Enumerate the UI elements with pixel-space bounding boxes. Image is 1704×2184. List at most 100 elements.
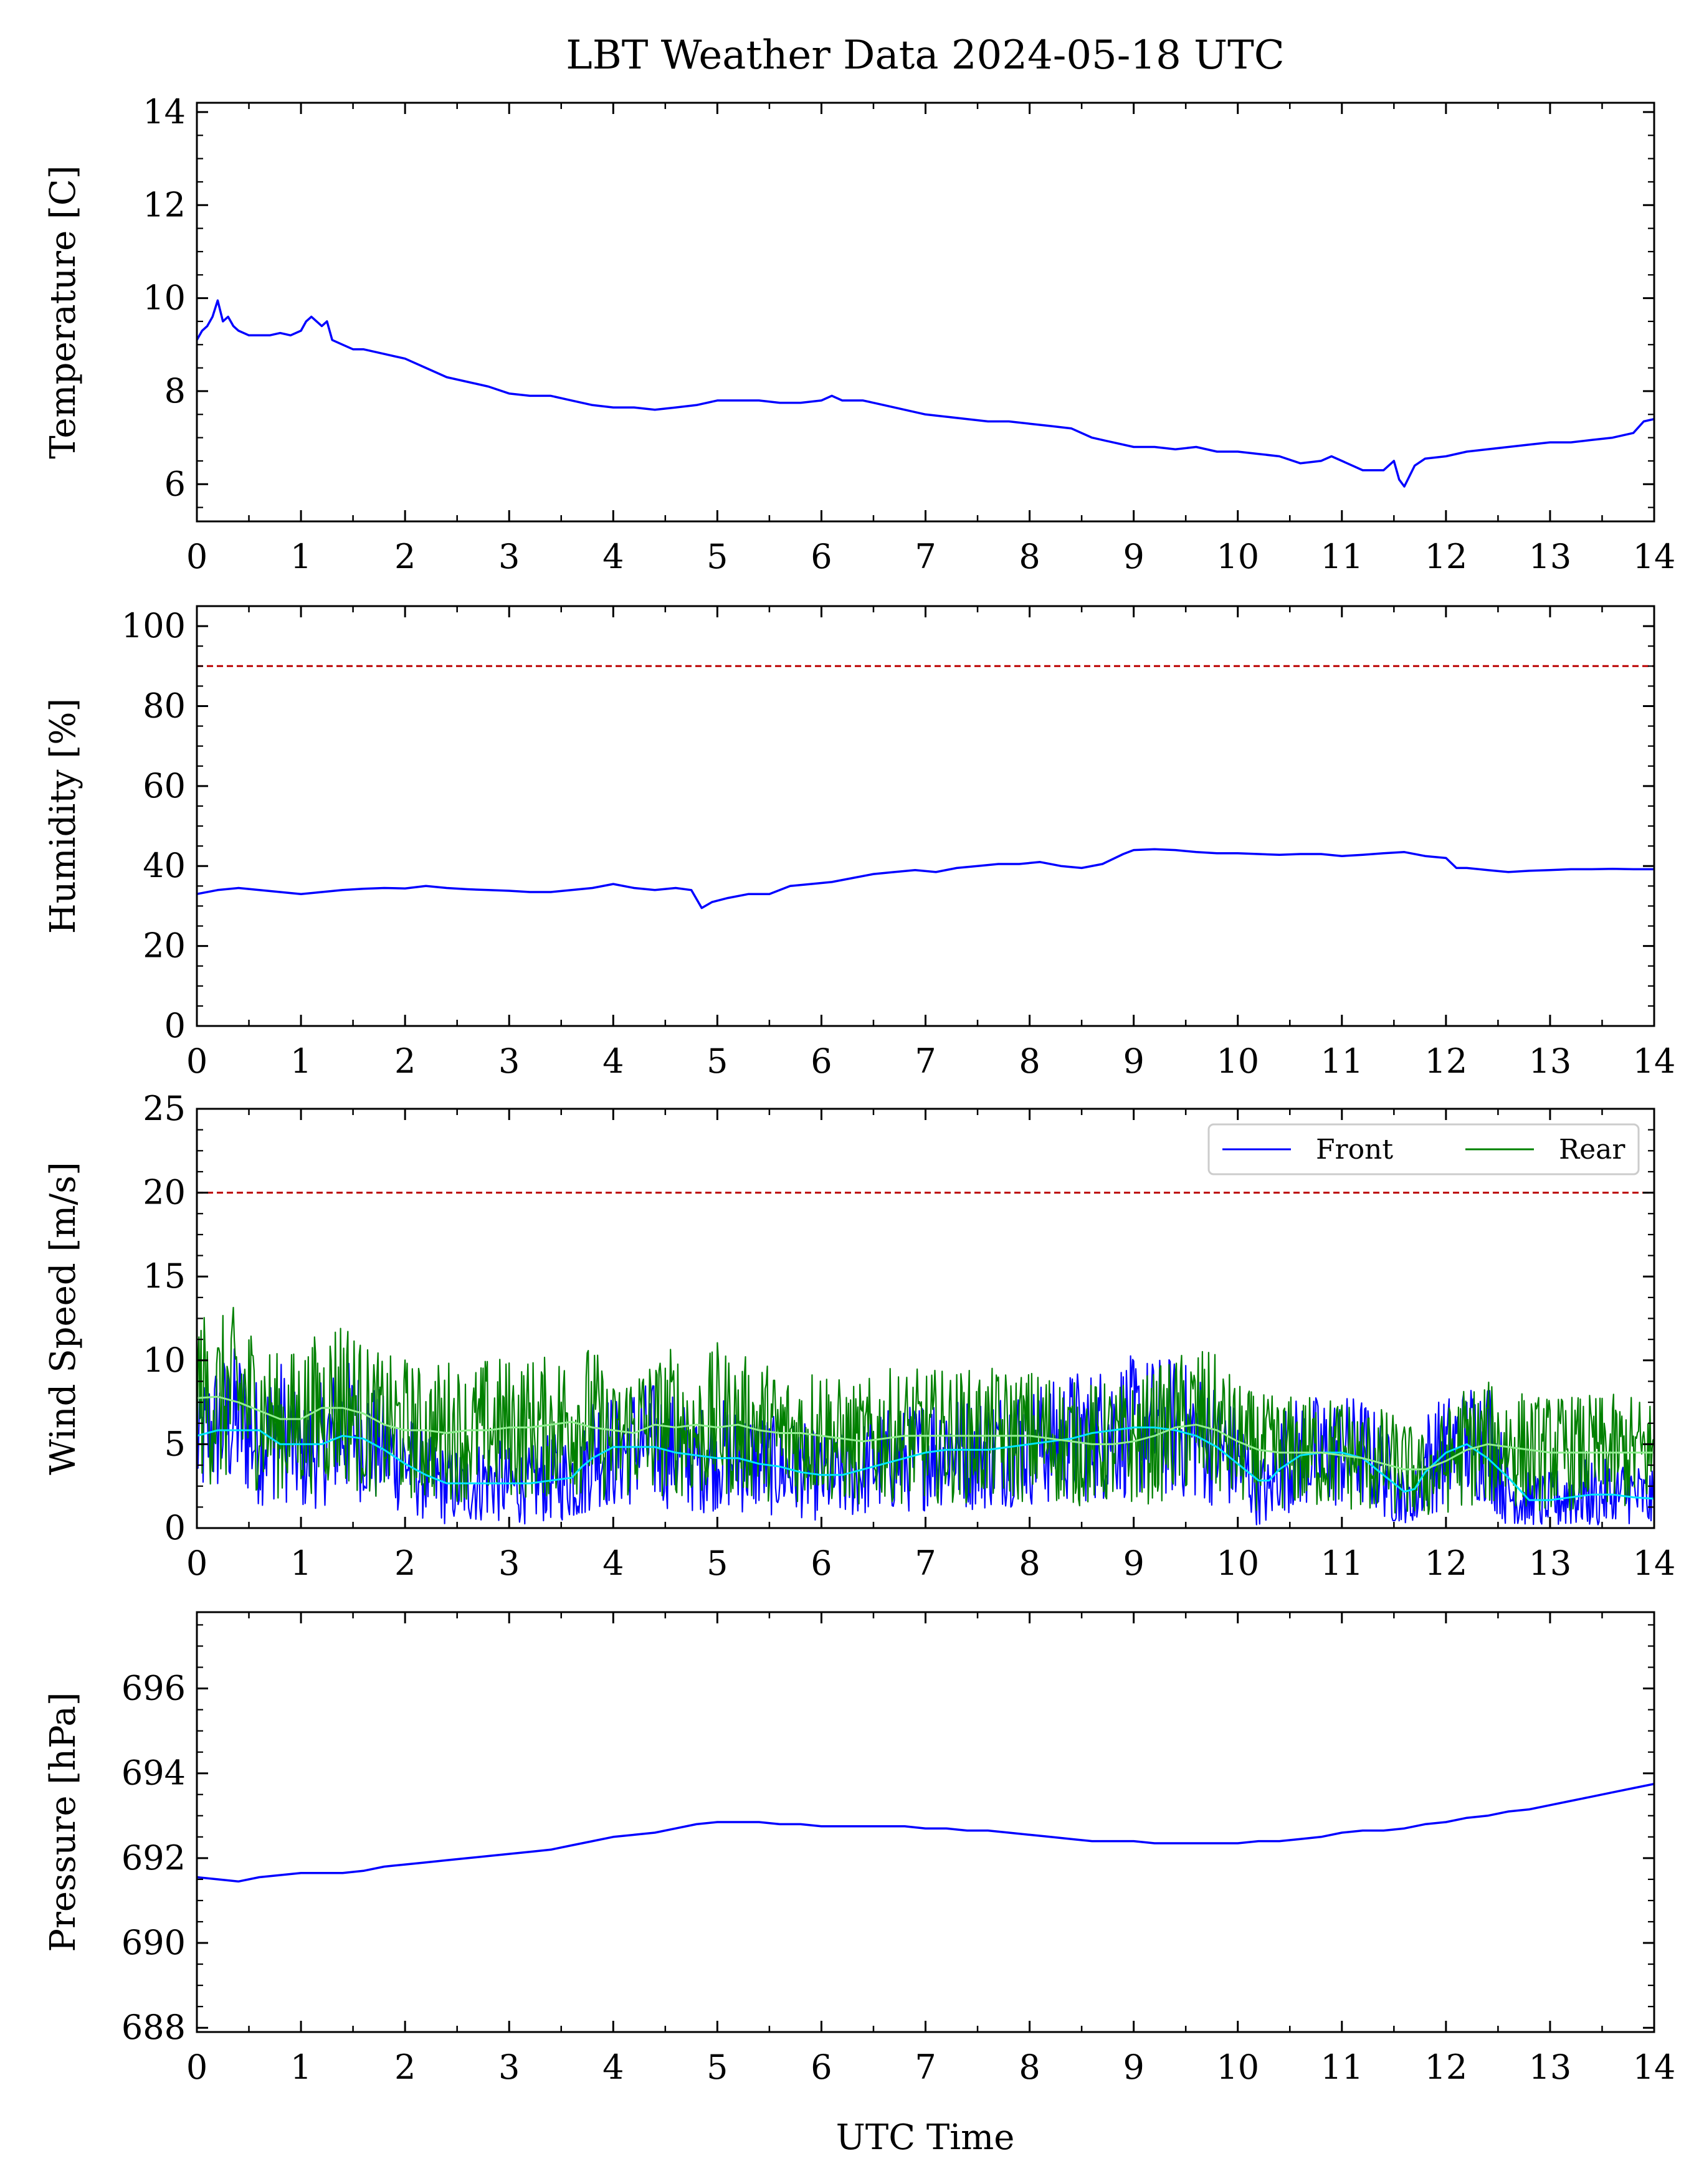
- x-tick-label: 11: [1320, 1544, 1363, 1583]
- x-tick-label: 13: [1529, 1544, 1572, 1583]
- x-tick-label: 1: [290, 1544, 312, 1583]
- x-tick-label: 6: [811, 1042, 832, 1081]
- panel-temperature: 0 1 2 3 4 5 6 7 8 9 10 11 12 13 1468101214Temperature …: [43, 92, 1675, 576]
- legend: Front Rear: [1207, 1123, 1640, 1175]
- x-tick-label: 7: [915, 2048, 936, 2087]
- y-tick-label: 60: [143, 766, 186, 805]
- pressure-series-line: [197, 1782, 1654, 1883]
- x-tick-label: 13: [1529, 537, 1572, 576]
- x-tick-label: 2: [394, 1042, 416, 1081]
- y-tick-label: 694: [121, 1754, 186, 1793]
- x-tick-label: 0: [186, 1544, 207, 1583]
- x-tick-label: 5: [707, 1042, 728, 1081]
- panels: 0 1 2 3 4 5 6 7 8 9 10 11 12 13 1468101214Temperature …: [43, 92, 1675, 2087]
- y-tick-label: 40: [143, 846, 186, 885]
- x-tick-label: 0: [186, 2048, 207, 2087]
- y-axis-label-humidity: Humidity [%]: [43, 698, 83, 934]
- chart-title: LBT Weather Data 2024-05-18 UTC: [566, 32, 1285, 78]
- x-tick-label: 4: [602, 2048, 624, 2087]
- x-tick-label: 9: [1123, 1042, 1144, 1081]
- x-tick-label: 14: [1633, 1042, 1676, 1081]
- legend-label-front: Front: [1316, 1134, 1393, 1166]
- x-tick-label: 4: [602, 1544, 624, 1583]
- x-tick-label: 0: [186, 537, 207, 576]
- x-tick-label: 9: [1123, 2048, 1144, 2087]
- x-tick-label: 4: [602, 537, 624, 576]
- x-tick-label: 10: [1216, 537, 1259, 576]
- x-tick-label: 7: [915, 1544, 936, 1583]
- y-tick-label: 0: [164, 1508, 186, 1547]
- y-axis-label-temperature: Temperature [C]: [43, 165, 83, 458]
- x-tick-label: 12: [1424, 537, 1467, 576]
- x-tick-label: 7: [915, 537, 936, 576]
- x-tick-label: 6: [811, 2048, 832, 2087]
- x-tick-label: 11: [1320, 1042, 1363, 1081]
- x-tick-label: 14: [1633, 2048, 1676, 2087]
- x-tick-label: 3: [498, 1544, 520, 1583]
- y-tick-label: 12: [143, 185, 186, 224]
- y-tick-label: 10: [143, 1341, 186, 1380]
- plot-area: [197, 1782, 1654, 1883]
- x-tick-label: 6: [811, 1544, 832, 1583]
- y-tick-label: 80: [143, 686, 186, 725]
- x-tick-label: 10: [1216, 2048, 1259, 2087]
- y-tick-label: 20: [143, 926, 186, 966]
- humidity-series-line: [197, 848, 1654, 909]
- y-tick-label: 0: [164, 1006, 186, 1045]
- wind-series-rear-smoothed: [197, 1395, 1654, 1471]
- panel-pressure: 0 1 2 3 4 5 6 7 8 9 10 11 12 13 14688690692694696Press…: [43, 1611, 1676, 2087]
- x-tick-label: 14: [1633, 537, 1676, 576]
- x-tick-label: 8: [1019, 1544, 1040, 1583]
- x-tick-label: 4: [602, 1042, 624, 1081]
- x-tick-label: 5: [707, 1544, 728, 1583]
- x-tick-label: 8: [1019, 2048, 1040, 2087]
- legend-box: [1207, 1123, 1640, 1175]
- x-tick-label: 7: [915, 1042, 936, 1081]
- x-tick-label: 12: [1424, 2048, 1467, 2087]
- x-tick-label: 13: [1529, 2048, 1572, 2087]
- x-tick-label: 12: [1424, 1042, 1467, 1081]
- panel-frame: [196, 605, 1655, 1027]
- x-tick-label: 8: [1019, 537, 1040, 576]
- y-tick-label: 6: [164, 464, 186, 503]
- panel-humidity: 0 1 2 3 4 5 6 7 8 9 10 11 12 13 14020406080100Humidity…: [43, 605, 1676, 1081]
- legend-label-rear: Rear: [1559, 1134, 1625, 1166]
- x-tick-label: 0: [186, 1042, 207, 1081]
- y-tick-label: 14: [143, 92, 186, 131]
- x-tick-label: 11: [1320, 2048, 1363, 2087]
- x-tick-label: 2: [394, 2048, 416, 2087]
- y-tick-label: 696: [121, 1669, 186, 1708]
- panel-frame: [196, 102, 1655, 523]
- plot-area: [197, 299, 1654, 488]
- y-axis-label-wind_speed: Wind Speed [m/s]: [43, 1162, 83, 1475]
- x-tick-label: 1: [290, 1042, 312, 1081]
- x-tick-label: 5: [707, 2048, 728, 2087]
- x-tick-label: 12: [1424, 1544, 1467, 1583]
- y-tick-label: 692: [121, 1838, 186, 1878]
- y-axis-label-pressure: Pressure [hPa]: [43, 1692, 83, 1952]
- x-tick-label: 1: [290, 537, 312, 576]
- y-tick-label: 15: [143, 1256, 186, 1296]
- wind-series-front-smoothed: [197, 1427, 1654, 1501]
- x-tick-label: 9: [1123, 537, 1144, 576]
- x-tick-label: 2: [394, 537, 416, 576]
- x-tick-label: 2: [394, 1544, 416, 1583]
- y-tick-label: 690: [121, 1923, 186, 1962]
- y-tick-label: 688: [121, 2008, 186, 2047]
- x-tick-label: 9: [1123, 1544, 1144, 1583]
- y-tick-label: 25: [143, 1089, 186, 1128]
- x-tick-label: 3: [498, 537, 520, 576]
- x-tick-label: 3: [498, 2048, 520, 2087]
- x-tick-label: 10: [1216, 1042, 1259, 1081]
- temperature-series-line: [197, 299, 1654, 488]
- x-tick-label: 5: [707, 537, 728, 576]
- wind-series-rear-line: [197, 1306, 1654, 1516]
- y-tick-label: 5: [164, 1424, 186, 1463]
- y-tick-label: 100: [121, 606, 186, 645]
- x-tick-label: 10: [1216, 1544, 1259, 1583]
- x-tick-label: 14: [1633, 1544, 1676, 1583]
- y-tick-label: 20: [143, 1173, 186, 1212]
- plot-area: [197, 1192, 1654, 1526]
